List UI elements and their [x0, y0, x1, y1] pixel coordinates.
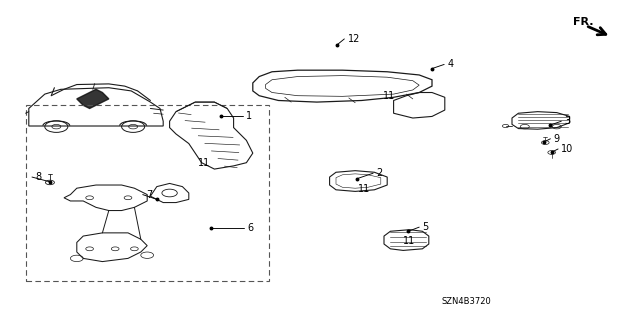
- Text: 11: 11: [383, 91, 395, 101]
- Text: 5: 5: [422, 222, 429, 232]
- Text: 8: 8: [35, 172, 42, 182]
- Text: FR.: FR.: [573, 17, 593, 27]
- Text: 9: 9: [554, 134, 560, 144]
- Text: 10: 10: [561, 144, 573, 154]
- Text: 7: 7: [146, 189, 152, 200]
- Text: 1: 1: [246, 111, 253, 122]
- Text: 12: 12: [348, 34, 360, 44]
- Bar: [26, 105, 269, 281]
- Text: 11: 11: [358, 184, 371, 194]
- Text: 3: 3: [564, 116, 571, 126]
- Text: 6: 6: [248, 223, 254, 233]
- Text: 4: 4: [447, 59, 454, 70]
- Text: 11: 11: [198, 158, 211, 168]
- Text: SZN4B3720: SZN4B3720: [442, 297, 492, 306]
- Text: 2: 2: [376, 168, 383, 178]
- Text: 11: 11: [403, 236, 415, 246]
- Polygon shape: [77, 89, 109, 108]
